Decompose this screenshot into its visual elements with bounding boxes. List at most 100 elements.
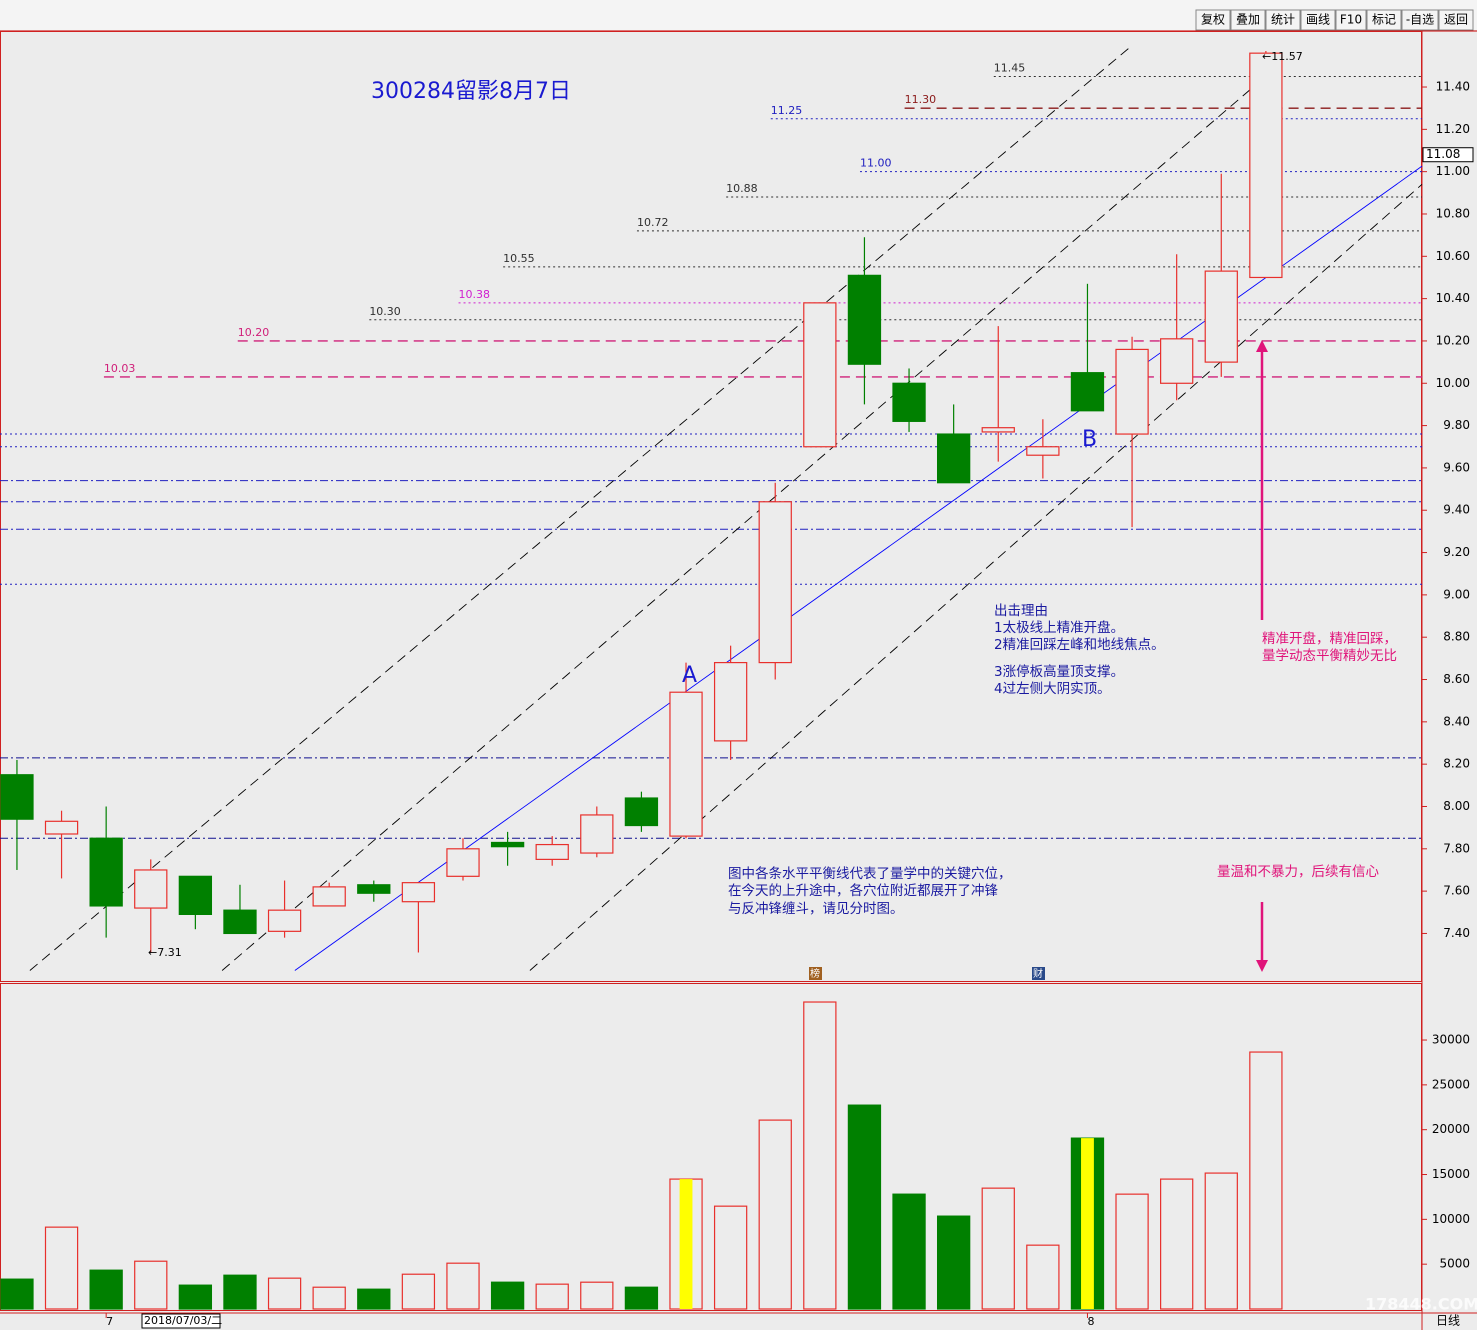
y-tick-label: 9.20 <box>1443 545 1470 559</box>
volume-bar <box>1115 1193 1149 1310</box>
note: 4过左侧大阴实顶。 <box>994 681 1111 697</box>
candle-body <box>535 843 569 860</box>
level-label: 10.55 <box>503 252 535 265</box>
y-tick-label: 7.40 <box>1443 926 1470 940</box>
date-cursor-box <box>141 1313 221 1329</box>
level-label: 11.00 <box>860 157 892 170</box>
candle-body <box>981 427 1015 433</box>
level-label: 10.72 <box>637 216 669 229</box>
toolbar-label[interactable]: 返回 <box>1444 13 1468 27</box>
note: 3涨停板高量顶支撑。 <box>994 663 1124 680</box>
toolbar-button[interactable] <box>1265 9 1301 31</box>
toolbar-label[interactable]: -自选 <box>1406 13 1434 27</box>
icon[interactable] <box>1032 967 1045 980</box>
toolbar-button[interactable] <box>1195 9 1231 31</box>
candle-body <box>490 841 525 848</box>
x-tick-label: 8 <box>1087 1315 1094 1328</box>
candle-body <box>1204 270 1238 363</box>
volume-bar <box>0 1278 34 1310</box>
y-tick-label: 20000 <box>1432 1122 1470 1136</box>
y-tick-label: 8.40 <box>1443 714 1470 728</box>
low-label: ←7.31 <box>148 946 182 959</box>
level-label: 10.20 <box>238 326 270 339</box>
toolbar-button[interactable] <box>1438 9 1474 31</box>
toolbar-label[interactable]: F10 <box>1340 13 1362 27</box>
toolbar-button[interactable] <box>1300 9 1336 31</box>
candle-body <box>936 433 971 484</box>
toolbar-button[interactable] <box>1230 9 1266 31</box>
volume-bar <box>490 1281 525 1310</box>
icon[interactable] <box>809 967 822 980</box>
toolbar-button[interactable] <box>1366 9 1402 31</box>
toolbar-label[interactable]: 叠加 <box>1236 13 1260 27</box>
trend-line <box>221 63 1281 971</box>
level-label: 10.03 <box>104 362 136 375</box>
toolbar-button[interactable] <box>1335 9 1367 31</box>
volume-bar <box>580 1281 614 1310</box>
last-price-label: 11.08 <box>1426 147 1460 161</box>
toolbar-label[interactable]: 画线 <box>1306 13 1330 27</box>
arrow-head <box>1256 340 1268 352</box>
y-tick-label: 7.60 <box>1443 884 1470 898</box>
volume-bar <box>134 1260 168 1310</box>
candle-body <box>401 882 436 903</box>
volume-highlight <box>679 1179 693 1309</box>
y-tick-label: 8.00 <box>1443 799 1470 813</box>
note: 在今天的上升途中，各穴位附近都展开了冲锋 <box>728 882 998 899</box>
candle-body <box>847 274 882 365</box>
y-tick-label: 30000 <box>1432 1033 1470 1047</box>
date-cursor: 2018/07/03/二 <box>144 1314 222 1327</box>
y-tick-label: 8.80 <box>1443 630 1470 644</box>
candle-body <box>580 814 614 854</box>
point-label: A <box>682 663 697 688</box>
volume-bar <box>178 1284 213 1310</box>
note: 精准开盘，精准回踩， <box>1262 630 1397 647</box>
icon-label[interactable]: 榜 <box>810 967 820 980</box>
candle-body <box>1070 372 1105 412</box>
volume-bar <box>1026 1244 1060 1310</box>
x-tick-label: 7 <box>106 1315 113 1328</box>
candle-body <box>669 691 703 837</box>
candle-body <box>312 886 346 907</box>
volume-bar <box>1160 1178 1194 1310</box>
y-tick-label: 11.00 <box>1436 164 1470 178</box>
volume-bar <box>1249 1051 1283 1310</box>
y-tick-label: 9.60 <box>1443 460 1470 474</box>
candle-body <box>1249 52 1283 279</box>
candle-body <box>89 837 123 907</box>
volume-bar <box>223 1274 257 1310</box>
note: 量学动态平衡精妙无比 <box>1262 648 1397 664</box>
toolbar-label[interactable]: 复权 <box>1201 13 1225 27</box>
volume-bar <box>758 1119 792 1310</box>
volume-bar <box>446 1262 480 1310</box>
high-label: ←11.57 <box>1262 50 1303 63</box>
toolbar: 复权 叠加 统计 画线 F10 标记 -自选 返回 <box>1195 9 1474 31</box>
trend-line <box>529 184 1423 971</box>
volume-bar <box>44 1226 79 1310</box>
y-tick-label: 8.60 <box>1443 672 1470 686</box>
watermark: 178448.COM <box>1365 1295 1477 1314</box>
candle-body <box>0 774 34 820</box>
y-tick-label: 9.80 <box>1443 418 1470 432</box>
period[interactable]: 日线 <box>1436 1314 1460 1328</box>
icon-label[interactable]: 财 <box>1033 967 1043 980</box>
volume-bar <box>267 1277 302 1310</box>
volume-bar <box>1204 1172 1238 1310</box>
toolbar-button[interactable] <box>1401 9 1439 31</box>
chart-title: 300284留影8月7日 <box>371 79 571 104</box>
volume-bar <box>401 1273 436 1310</box>
level-label: 11.25 <box>771 104 803 117</box>
y-tick-label: 10.40 <box>1436 291 1470 305</box>
toolbar-label[interactable]: 统计 <box>1271 13 1295 27</box>
volume-highlight <box>1081 1138 1094 1309</box>
point-label: B <box>1082 427 1097 452</box>
candle-body <box>44 820 79 835</box>
candle-body <box>892 382 926 422</box>
toolbar-label[interactable]: 标记 <box>1372 13 1396 27</box>
candle-body <box>1115 348 1149 435</box>
y-tick-label: 10.60 <box>1436 249 1470 263</box>
y-tick-label: 8.20 <box>1443 757 1470 771</box>
note: 量温和不暴力，后续有信心 <box>1217 864 1379 880</box>
level-label: 10.88 <box>726 182 758 195</box>
